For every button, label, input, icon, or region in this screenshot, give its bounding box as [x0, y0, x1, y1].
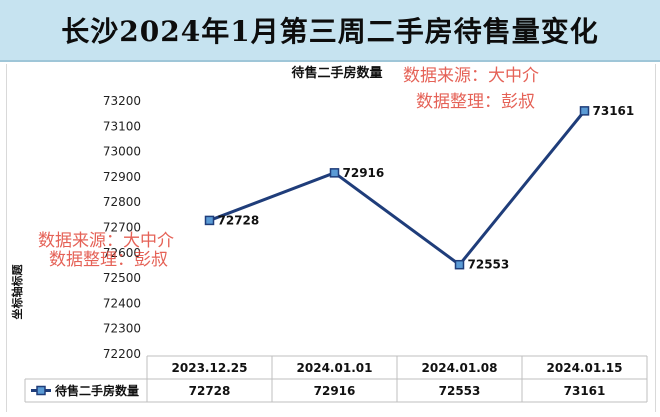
title-bar: 长沙2024年1月第三周二手房待售量变化	[0, 0, 660, 62]
legend-marker	[36, 385, 46, 396]
data-label: 72728	[218, 213, 260, 227]
y-tick-label: 72800	[103, 195, 141, 209]
x-category-label: 2024.01.01	[297, 361, 373, 375]
data-label: 72916	[343, 166, 385, 180]
table-value: 72728	[189, 384, 231, 398]
y-tick-label: 72600	[103, 246, 141, 260]
y-tick-label: 72300	[103, 322, 141, 336]
page-title: 长沙2024年1月第三周二手房待售量变化	[61, 15, 599, 48]
data-point	[579, 106, 590, 116]
y-tick-label: 72700	[103, 221, 141, 235]
data-label: 72553	[468, 258, 510, 272]
y-tick-label: 72400	[103, 296, 141, 310]
y-tick-label: 73000	[103, 145, 141, 159]
y-tick-label: 72500	[103, 271, 141, 285]
table-value: 72553	[439, 384, 481, 398]
y-axis-title: 坐标轴标题	[10, 264, 24, 320]
table-value: 72916	[314, 384, 356, 398]
data-point	[204, 215, 215, 226]
y-tick-label: 73100	[103, 119, 141, 133]
data-point	[329, 168, 340, 178]
table-value: 73161	[564, 384, 606, 398]
watermark-editor: 数据整理：彭叔	[416, 92, 535, 112]
watermark-editor: 数据整理：彭叔	[49, 250, 168, 270]
y-tick-label: 72200	[103, 347, 141, 361]
chart-title: 待售二手房数量	[290, 65, 382, 81]
chart-area: 待售二手房数量 坐标轴标题 72200 72300 72400 72500 72600 727…	[6, 64, 656, 412]
y-tick-label: 72900	[103, 170, 141, 184]
watermark-source: 数据来源：大中介	[403, 66, 539, 86]
legend-label: 待售二手房数量	[55, 383, 139, 398]
x-category-label: 2024.01.08	[422, 361, 498, 375]
x-category-label: 2023.12.25	[172, 361, 248, 375]
watermark-source: 数据来源：大中介	[38, 231, 174, 251]
x-category-label: 2024.01.15	[547, 361, 623, 375]
series-line	[208, 109, 586, 267]
data-point	[454, 259, 465, 270]
y-tick-label: 73200	[103, 94, 141, 108]
line-chart: 待售二手房数量坐标轴标题7220072300724007250072600727…	[10, 65, 648, 403]
data-label: 73161	[593, 104, 635, 118]
